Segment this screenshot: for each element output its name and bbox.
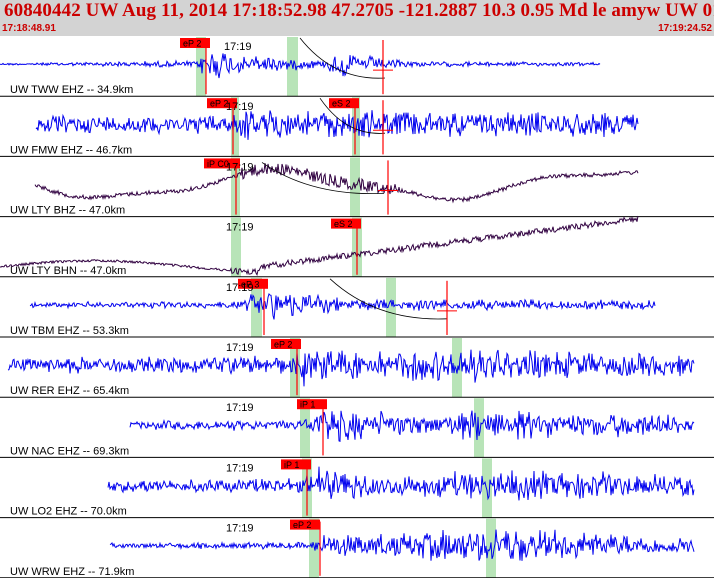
coda-curve [299, 37, 386, 79]
pick-label-box[interactable] [238, 278, 268, 289]
trace-panel[interactable]: eP 2 eS 2 17:19 UW FMW EHZ -- 46.7km [0, 97, 714, 157]
trace-panel[interactable]: iP 1 17:19 UW LO2 EHZ -- 70.0km [0, 458, 714, 519]
phase-window [300, 398, 310, 458]
waveform [129, 410, 695, 443]
coda-curve [329, 278, 448, 320]
pick-label[interactable]: eS 2 [332, 99, 351, 109]
waveform [7, 349, 695, 387]
phase-window [231, 217, 241, 277]
waveform [0, 53, 601, 79]
minute-label: 17:19 [226, 462, 254, 474]
station-label: UW TBM EHZ -- 53.3km [10, 325, 129, 337]
trace-panel[interactable]: eP 2 17:19 UW TWW EHZ -- 34.9km [0, 37, 714, 97]
phase-window [352, 97, 360, 157]
waveform [0, 215, 639, 277]
pick-label[interactable]: eP 2 [274, 340, 292, 350]
station-label: UW LO2 EHZ -- 70.0km [10, 506, 127, 518]
phase-window [196, 37, 206, 97]
station-label: UW TWW EHZ -- 34.9km [10, 84, 133, 96]
waveform [35, 110, 639, 140]
minute-label: 17:19 [226, 342, 254, 354]
trace-panel[interactable]: eP 317:19 UW TBM EHZ -- 53.3km [0, 277, 714, 338]
minute-label: 17:19 [226, 402, 254, 414]
minute-label: 17:19 [226, 101, 254, 113]
minute-label: 17:19 [224, 41, 252, 53]
pick-label-box[interactable] [281, 459, 311, 470]
pick-label-box[interactable] [297, 399, 327, 410]
waveform [107, 466, 695, 501]
start-time: 17:18:48.91 [2, 23, 56, 34]
station-label: UW LTY BHN -- 47.0km [10, 265, 126, 277]
phase-window [251, 277, 262, 337]
event-title: 60840442 UW Aug 11, 2014 17:18:52.98 47.… [4, 0, 714, 21]
coda-curve [319, 97, 386, 134]
trace-panel[interactable]: iP 1 17:19 UW NAC EHZ -- 69.3km [0, 398, 714, 458]
station-label: UW NAC EHZ -- 69.3km [10, 445, 129, 457]
pick-label[interactable]: iP 1 [300, 400, 315, 410]
trace-panel[interactable]: eS 2 17:19 UW LTY BHN -- 47.0km [0, 215, 714, 278]
phase-window [452, 338, 462, 398]
waveform [34, 163, 639, 204]
pick-label[interactable]: eP 2 [293, 520, 311, 530]
pick-label-box[interactable] [290, 519, 320, 530]
minute-label: 17:19 [226, 282, 254, 294]
phase-window [386, 277, 396, 337]
station-label: UW WRW EHZ -- 71.9km [10, 566, 134, 578]
pick-label-box[interactable] [271, 339, 301, 349]
phase-window [482, 458, 492, 518]
pick-label[interactable]: eP 2 [210, 99, 228, 109]
minute-label: 17:19 [226, 161, 254, 173]
trace-panel[interactable]: eP 2 17:19 UW RER EHZ -- 65.4km [0, 338, 714, 398]
pick-label-box[interactable] [207, 98, 237, 109]
station-label: UW LTY BHZ -- 47.0km [10, 205, 125, 217]
coda-curve [261, 162, 385, 195]
end-time: 17:19:24.52 [658, 23, 712, 34]
pick-label[interactable]: eP 2 [183, 39, 201, 49]
pick-label[interactable]: eP 3 [241, 279, 259, 289]
pick-label-box[interactable] [204, 158, 240, 169]
pick-label-box[interactable] [180, 38, 210, 48]
minute-label: 17:19 [226, 523, 254, 535]
pick-label-box[interactable] [331, 218, 361, 229]
event-header: 60840442 UW Aug 11, 2014 17:18:52.98 47.… [0, 0, 714, 36]
waveform [109, 529, 695, 561]
pick-label[interactable]: iP C0 [207, 159, 229, 169]
waveform [29, 293, 656, 320]
station-label: UW FMW EHZ -- 46.7km [10, 144, 132, 156]
minute-label: 17:19 [226, 222, 254, 234]
pick-label[interactable]: eS 2 [334, 219, 353, 229]
pick-label-box[interactable] [329, 98, 359, 109]
station-label: UW RER EHZ -- 65.4km [10, 385, 129, 397]
pick-label[interactable]: iP 1 [284, 460, 299, 470]
trace-panel[interactable]: eP 2 17:19 UW WRW EHZ -- 71.9km [0, 518, 714, 578]
